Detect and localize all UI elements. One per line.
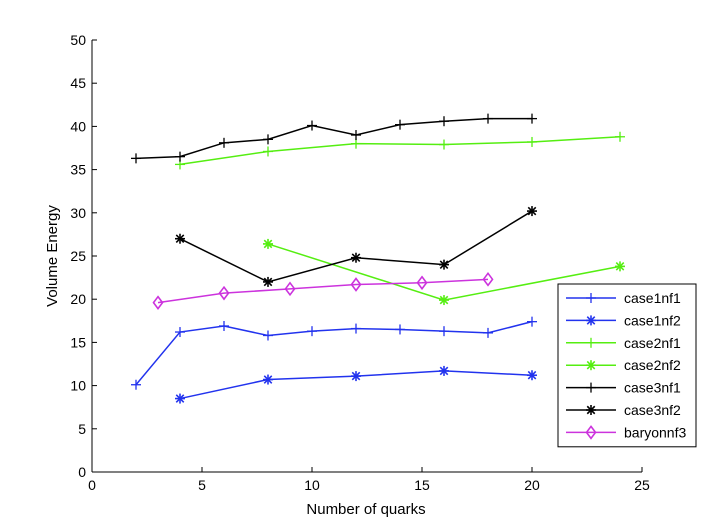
x-tick-label: 5 [198, 477, 206, 493]
x-tick-label: 0 [88, 477, 96, 493]
series-case3nf2 [175, 206, 537, 287]
data-point [263, 374, 273, 385]
data-point [351, 130, 361, 141]
legend-marker [585, 425, 597, 440]
data-point [439, 139, 449, 150]
y-tick-label: 25 [70, 248, 86, 264]
series-line [135, 320, 533, 386]
y-tick-label: 45 [70, 75, 86, 91]
legend-label: case1nf2 [624, 312, 681, 328]
y-tick-label: 10 [70, 378, 86, 394]
data-point [219, 320, 229, 331]
data-point [615, 261, 625, 272]
data-point [483, 327, 493, 338]
data-point [175, 393, 185, 404]
legend-label: baryonnf3 [624, 424, 686, 440]
series-case2nf1 [175, 131, 625, 170]
legend-item: case3nf1 [566, 380, 681, 396]
data-point [131, 153, 141, 164]
data-point [416, 275, 428, 291]
data-point [307, 326, 317, 337]
y-tick-label: 5 [78, 421, 86, 437]
data-point [527, 316, 537, 327]
data-point [482, 271, 494, 287]
data-point [351, 371, 361, 382]
y-tick-label: 20 [70, 291, 86, 307]
data-point [218, 285, 230, 301]
y-tick-label: 15 [70, 334, 86, 350]
data-point [439, 295, 449, 306]
data-point [527, 136, 537, 147]
series-case2nf2 [263, 238, 625, 306]
data-point [175, 327, 185, 338]
data-point [439, 116, 449, 127]
x-axis-label: Number of quarks [306, 501, 425, 518]
data-point [175, 151, 185, 162]
y-tick-label: 0 [78, 464, 86, 480]
data-point [263, 238, 273, 249]
x-tick-label: 10 [304, 477, 320, 493]
legend-label: case2nf1 [624, 335, 681, 351]
y-tick-label: 50 [70, 32, 86, 48]
legend-label: case2nf2 [624, 357, 681, 373]
legend-item: case1nf1 [566, 290, 681, 306]
data-point [284, 281, 296, 297]
y-axis-label: Volume Energy [44, 205, 61, 307]
data-point [351, 323, 361, 334]
data-point [263, 330, 273, 341]
x-tick-label: 25 [634, 477, 650, 493]
x-tick-label: 15 [414, 477, 430, 493]
legend-item: case2nf1 [566, 335, 681, 351]
series-case1nf2 [175, 365, 537, 404]
data-point [439, 326, 449, 337]
legend-marker [586, 315, 596, 326]
data-point [263, 276, 273, 287]
y-tick-label: 30 [70, 205, 86, 221]
data-point [439, 259, 449, 270]
data-point [263, 134, 273, 145]
series-baryonnf3 [152, 271, 494, 310]
data-point [350, 277, 362, 292]
legend-item: baryonnf3 [566, 424, 686, 440]
legend-label: case3nf2 [624, 402, 681, 418]
legend-marker [586, 360, 596, 371]
legend-marker [586, 337, 596, 348]
legend-label: case3nf1 [624, 380, 681, 396]
legend-item: case2nf2 [566, 357, 681, 373]
series-layer [131, 113, 625, 404]
data-point [615, 131, 625, 142]
x-tick-label: 20 [524, 477, 540, 493]
legend-item: case1nf2 [566, 312, 681, 328]
legend-marker [586, 293, 596, 303]
data-point [527, 113, 537, 124]
legend: case1nf1 case1nf2 case2nf1 case2nf2 case3nf1… [557, 283, 697, 448]
y-tick-label: 35 [70, 162, 86, 178]
y-tick-label: 40 [70, 118, 86, 134]
data-point [351, 138, 361, 149]
data-point [527, 206, 537, 217]
series-case1nf1 [131, 316, 537, 390]
legend-marker [586, 405, 596, 415]
data-point [152, 295, 164, 310]
legend-item: case3nf2 [566, 402, 681, 418]
data-point [395, 119, 405, 130]
legend-label: case1nf1 [624, 290, 681, 306]
axes: 0 5 10 15 20 25 0 5 10 15 20 25 30 35 40 45 50 [70, 32, 650, 493]
data-point [175, 233, 185, 244]
data-point [351, 252, 361, 263]
data-point [219, 137, 229, 148]
data-point [395, 324, 405, 335]
data-point [307, 120, 317, 131]
data-point [131, 379, 141, 390]
series-line [179, 136, 621, 166]
data-point [439, 365, 449, 376]
data-point [527, 370, 537, 381]
data-point [263, 146, 273, 157]
data-point [483, 113, 493, 124]
series-line [157, 278, 489, 304]
series-case3nf1 [131, 113, 537, 164]
legend-marker [586, 382, 596, 393]
series-line [135, 117, 532, 160]
